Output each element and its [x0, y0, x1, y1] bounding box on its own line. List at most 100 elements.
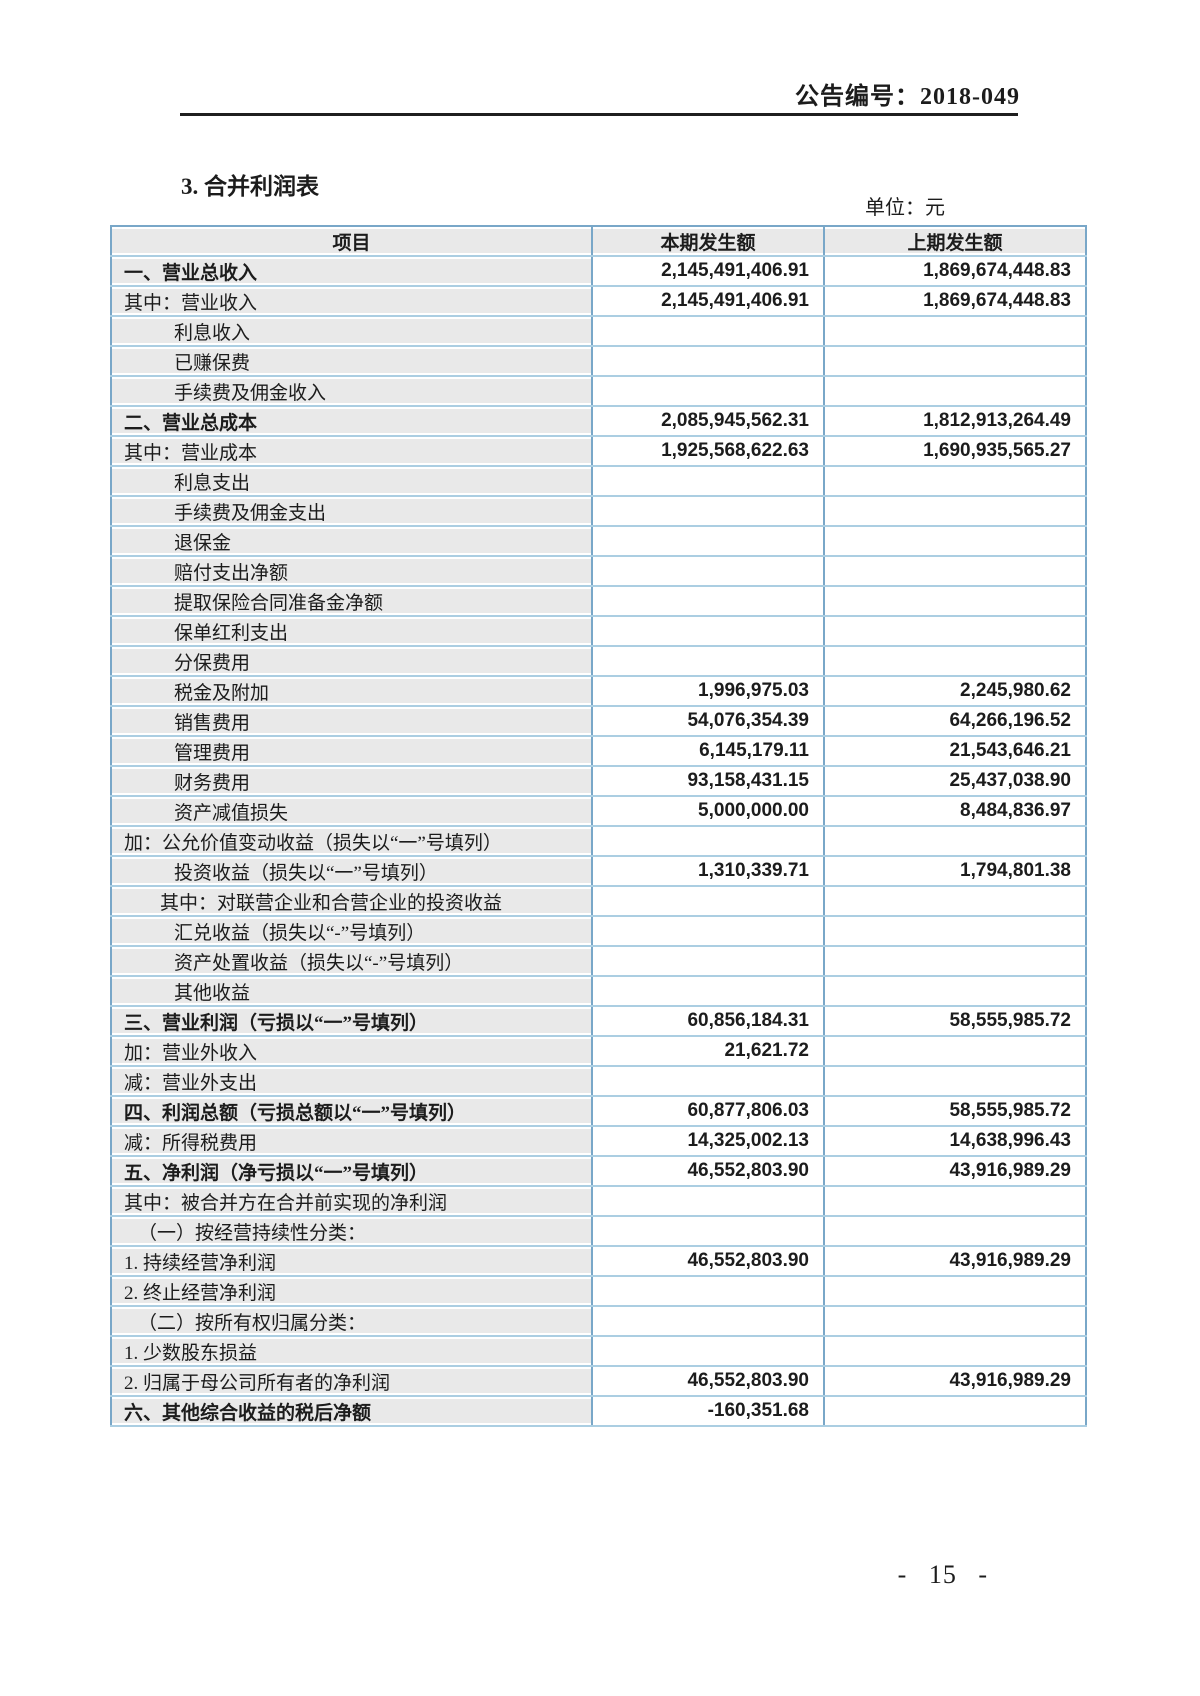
row-label: 财务费用 [111, 766, 593, 797]
prior-period-value [824, 976, 1087, 1007]
row-label: 退保金 [111, 526, 593, 557]
prior-period-value [824, 916, 1087, 947]
row-label: 汇兑收益（损失以“-”号填列） [111, 916, 593, 947]
row-label: 已赚保费 [111, 346, 593, 377]
current-period-value [592, 376, 825, 407]
current-period-value: 46,552,803.90 [592, 1246, 825, 1277]
current-period-value: 93,158,431.15 [592, 766, 825, 797]
prior-period-value [824, 886, 1087, 917]
table-row: 三、营业利润（亏损以“一”号填列） 60,856,184.31 58,555,985… [111, 1006, 1087, 1037]
table-row: 汇兑收益（损失以“-”号填列） [111, 916, 1087, 947]
prior-period-value [824, 1036, 1087, 1067]
prior-period-value [824, 316, 1087, 347]
row-label: 其他收益 [111, 976, 593, 1007]
current-period-value [592, 616, 825, 647]
table-row: 资产减值损失 5,000,000.00 8,484,836.97 [111, 796, 1087, 827]
prior-period-value: 58,555,985.72 [824, 1006, 1087, 1037]
row-label: 利息收入 [111, 316, 593, 347]
current-period-value: -160,351.68 [592, 1396, 825, 1427]
row-label: 管理费用 [111, 736, 593, 767]
row-label: 五、净利润（净亏损以“一”号填列） [111, 1156, 593, 1187]
row-label: 其中：被合并方在合并前实现的净利润 [111, 1186, 593, 1217]
current-period-value [592, 976, 825, 1007]
table-row: 手续费及佣金收入 [111, 376, 1087, 407]
current-period-value: 1,310,339.71 [592, 856, 825, 887]
prior-period-value: 58,555,985.72 [824, 1096, 1087, 1127]
table-row: 已赚保费 [111, 346, 1087, 377]
prior-period-value [824, 1276, 1087, 1307]
table-row: 四、利润总额（亏损总额以“一”号填列） 60,877,806.03 58,555,9… [111, 1096, 1087, 1127]
current-period-value [592, 346, 825, 377]
current-period-value: 1,996,975.03 [592, 676, 825, 707]
announcement-number: 公告编号：2018-049 [795, 84, 1020, 110]
unit-label: 单位：元 [865, 197, 945, 219]
income-statement-table: 项目 本期发生额 上期发生额 一、营业总收入 2,145,491,406.91 1,… [110, 225, 1087, 1427]
row-label: 提取保险合同准备金净额 [111, 586, 593, 617]
prior-period-value [824, 1336, 1087, 1367]
section-title: 3. 合并利润表 [181, 174, 319, 199]
table-row: 投资收益（损失以“一”号填列） 1,310,339.71 1,794,801.38 [111, 856, 1087, 887]
current-period-value [592, 556, 825, 587]
current-period-value [592, 1216, 825, 1247]
header-divider-line [180, 113, 1018, 116]
current-period-value [592, 1336, 825, 1367]
prior-period-value [824, 1306, 1087, 1337]
row-label: 2. 归属于母公司所有者的净利润 [111, 1366, 593, 1397]
row-label: 二、营业总成本 [111, 406, 593, 437]
prior-period-value: 1,869,674,448.83 [824, 286, 1087, 317]
current-period-value [592, 886, 825, 917]
prior-period-value: 1,869,674,448.83 [824, 256, 1087, 287]
current-period-value: 6,145,179.11 [592, 736, 825, 767]
table-row: 赔付支出净额 [111, 556, 1087, 587]
current-period-value: 14,325,002.13 [592, 1126, 825, 1157]
row-label: 加：公允价值变动收益（损失以“一”号填列） [111, 826, 593, 857]
prior-period-value [824, 946, 1087, 977]
prior-period-value: 43,916,989.29 [824, 1156, 1087, 1187]
current-period-value [592, 946, 825, 977]
table-header-row: 项目 本期发生额 上期发生额 [111, 226, 1087, 257]
table-row: 五、净利润（净亏损以“一”号填列） 46,552,803.90 43,916,989… [111, 1156, 1087, 1187]
current-period-value [592, 646, 825, 677]
current-period-value [592, 526, 825, 557]
row-label: （一）按经营持续性分类： [111, 1216, 593, 1247]
table-row: 其中：营业收入 2,145,491,406.91 1,869,674,448.83 [111, 286, 1087, 317]
prior-period-value [824, 556, 1087, 587]
row-label: 减：所得税费用 [111, 1126, 593, 1157]
prior-period-value [824, 526, 1087, 557]
table-row: 其中：营业成本 1,925,568,622.63 1,690,935,565.27 [111, 436, 1087, 467]
table-row: 手续费及佣金支出 [111, 496, 1087, 527]
row-label: 赔付支出净额 [111, 556, 593, 587]
prior-period-value: 64,266,196.52 [824, 706, 1087, 737]
row-label: 手续费及佣金支出 [111, 496, 593, 527]
row-label: 一、营业总收入 [111, 256, 593, 287]
current-period-value [592, 1306, 825, 1337]
table-row: 税金及附加 1,996,975.03 2,245,980.62 [111, 676, 1087, 707]
current-period-value: 1,925,568,622.63 [592, 436, 825, 467]
prior-period-value: 1,794,801.38 [824, 856, 1087, 887]
current-period-value: 5,000,000.00 [592, 796, 825, 827]
table-row: 利息收入 [111, 316, 1087, 347]
col-header-item: 项目 [111, 226, 593, 257]
prior-period-value: 2,245,980.62 [824, 676, 1087, 707]
row-label: 2. 终止经营净利润 [111, 1276, 593, 1307]
row-label: 1. 持续经营净利润 [111, 1246, 593, 1277]
prior-period-value [824, 1186, 1087, 1217]
prior-period-value: 21,543,646.21 [824, 736, 1087, 767]
current-period-value: 2,085,945,562.31 [592, 406, 825, 437]
prior-period-value [824, 1216, 1087, 1247]
prior-period-value [824, 826, 1087, 857]
current-period-value [592, 1066, 825, 1097]
row-label: 分保费用 [111, 646, 593, 677]
row-label: 手续费及佣金收入 [111, 376, 593, 407]
current-period-value: 60,877,806.03 [592, 1096, 825, 1127]
current-period-value [592, 916, 825, 947]
prior-period-value [824, 346, 1087, 377]
table-row: 其中：被合并方在合并前实现的净利润 [111, 1186, 1087, 1217]
row-label: 加：营业外收入 [111, 1036, 593, 1067]
table-body: 一、营业总收入 2,145,491,406.91 1,869,674,448.83 其… [111, 256, 1087, 1427]
page-number: - 15 - [897, 1560, 988, 1589]
prior-period-value: 8,484,836.97 [824, 796, 1087, 827]
prior-period-value: 1,812,913,264.49 [824, 406, 1087, 437]
table-row: 一、营业总收入 2,145,491,406.91 1,869,674,448.83 [111, 256, 1087, 287]
